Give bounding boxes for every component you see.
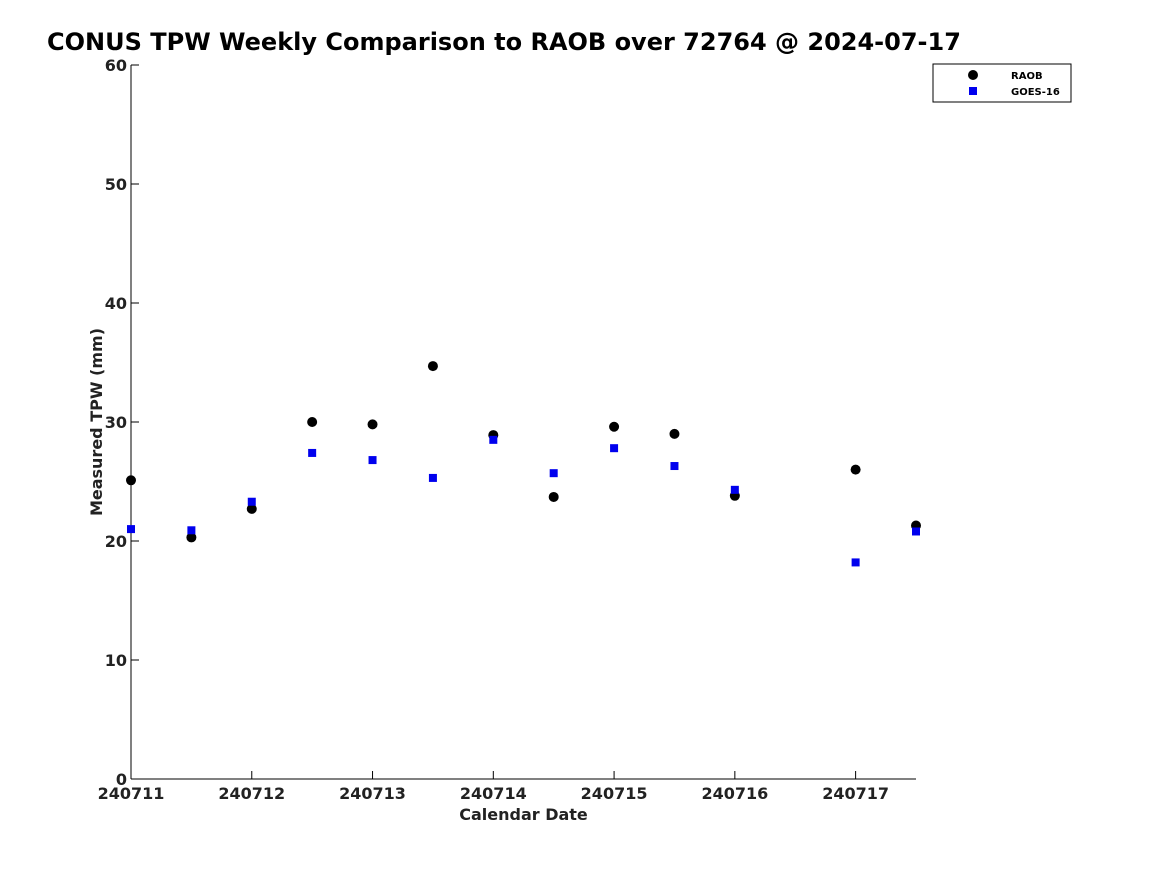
y-tick-label: 40: [105, 294, 127, 313]
chart-title: CONUS TPW Weekly Comparison to RAOB over…: [47, 28, 961, 56]
raob-point: [126, 475, 136, 486]
goes-16-point: [730, 485, 739, 494]
legend-marker-raob: [968, 70, 978, 80]
x-tick-label: 240716: [701, 784, 768, 803]
legend-marker-goes-16: [969, 87, 977, 95]
axes: 0 10 20 30 40 50 60 240711 240712 240713 240714 240…: [98, 56, 916, 803]
legend-box: [932, 63, 1072, 103]
raob-point: [427, 361, 438, 372]
goes-16-point: [428, 473, 437, 482]
goes-16-point: [549, 469, 558, 478]
raob-point: [609, 421, 620, 432]
goes-16-point: [127, 525, 135, 534]
y-tick-label: 60: [105, 56, 127, 75]
y-tick-label: 30: [105, 413, 127, 432]
raob-point: [367, 419, 378, 430]
legend: RAOB GOES-16: [932, 63, 1072, 103]
y-tick-label: 50: [105, 175, 127, 194]
x-axis-label: Calendar Date: [459, 805, 588, 824]
legend-label-goes-16: GOES-16: [1011, 87, 1060, 98]
y-tick-label: 20: [105, 532, 127, 551]
goes-16-point: [368, 456, 377, 465]
goes-16-point: [912, 527, 920, 536]
raob-point: [850, 464, 861, 475]
raob-point: [669, 428, 680, 439]
y-tick-label: 10: [105, 651, 127, 670]
x-tick-label: 240711: [98, 784, 165, 803]
raob-point: [548, 491, 559, 502]
raob-point: [186, 532, 197, 543]
goes-16-point: [851, 558, 860, 567]
legend-label-raob: RAOB: [1011, 71, 1043, 82]
x-tick-label: 240715: [581, 784, 648, 803]
data-points: [126, 361, 921, 567]
x-tick-label: 240714: [460, 784, 527, 803]
y-axis-label: Measured TPW (mm): [87, 328, 106, 516]
goes-16-point: [489, 435, 498, 444]
goes-16-point: [308, 448, 317, 457]
x-tick-label: 240713: [339, 784, 406, 803]
x-tick-label: 240712: [218, 784, 285, 803]
x-tick-label: 240717: [822, 784, 889, 803]
goes-16-point: [187, 526, 196, 535]
y-tick-label: 0: [116, 770, 127, 789]
goes-16-point: [247, 497, 256, 506]
goes-16-point: [610, 444, 619, 453]
raob-point: [307, 417, 318, 427]
raob-point: [246, 503, 257, 514]
goes-16-point: [670, 462, 679, 471]
